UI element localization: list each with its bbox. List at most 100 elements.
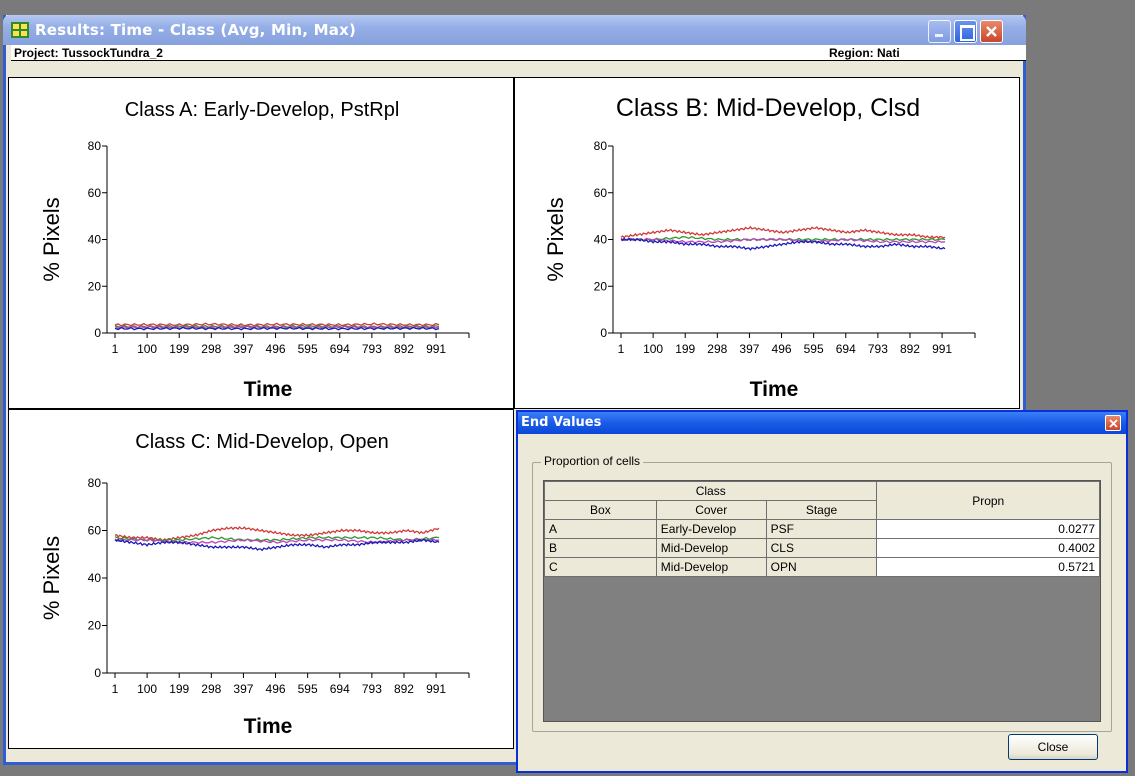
x-tick-label: 694 (330, 342, 350, 356)
x-tick-label: 298 (201, 682, 221, 696)
x-tick-label: 793 (362, 682, 382, 696)
header-class: Class (543, 481, 878, 501)
table-row[interactable]: A Early-Develop PSF 0.0277 (544, 519, 1100, 539)
x-tick-label: 100 (137, 342, 157, 356)
y-tick-label: 40 (594, 233, 608, 247)
end-values-table: Class Propn Box Cover Stage A Early-Deve… (543, 481, 1100, 577)
x-tick-label: 991 (426, 342, 446, 356)
y-axis-label: % Pixels (39, 536, 64, 620)
y-tick-label: 20 (88, 279, 102, 293)
x-tick-label: 1 (112, 682, 119, 696)
y-tick-label: 20 (88, 619, 102, 633)
x-tick-label: 694 (330, 682, 350, 696)
x-tick-label: 595 (804, 342, 824, 356)
y-axis-label: % Pixels (39, 197, 64, 281)
chart-svg: Class B: Mid-Develop, Clsd 0 20 40 60 80 1 100 1… (543, 94, 976, 401)
cell-propn[interactable]: 0.4002 (876, 538, 1100, 558)
x-tick-label: 397 (233, 342, 253, 356)
table-header-row: Class Propn (543, 481, 1100, 520)
x-tick-label: 595 (298, 682, 318, 696)
project-label: Project: TussockTundra_2 (14, 46, 163, 60)
table-row[interactable]: B Mid-Develop CLS 0.4002 (544, 538, 1100, 558)
x-tick-label: 991 (932, 342, 952, 356)
x-tick-label: 397 (739, 342, 759, 356)
table-row[interactable]: C Mid-Develop OPN 0.5721 (544, 557, 1100, 577)
x-tick-label: 298 (707, 342, 727, 356)
maximize-button[interactable] (954, 20, 977, 43)
x-tick-label: 892 (394, 342, 414, 356)
y-tick-label: 80 (88, 139, 102, 153)
x-tick-label: 298 (201, 342, 221, 356)
chart-panel-class-a: Class A: Early-Develop, PstRpl 0 20 40 60 80 1… (8, 77, 514, 409)
y-tick-label: 60 (88, 524, 102, 538)
series-line (114, 526, 440, 542)
x-tick-label: 694 (836, 342, 856, 356)
x-tick-label: 892 (394, 682, 414, 696)
header-stage[interactable]: Stage (765, 500, 878, 520)
cell-cover: Early-Develop (655, 519, 767, 539)
x-axis-label: Time (750, 378, 799, 401)
series-line (114, 324, 440, 329)
x-axis-label: Time (244, 715, 293, 738)
end-values-grid[interactable]: Class Propn Box Cover Stage A Early-Deve… (543, 480, 1101, 722)
cell-propn[interactable]: 0.0277 (876, 519, 1100, 539)
cell-cover: Mid-Develop (655, 557, 767, 577)
chart-title: Class C: Mid-Develop, Open (135, 431, 388, 453)
chart-title: Class B: Mid-Develop, Clsd (616, 94, 920, 122)
close-icon (986, 26, 997, 37)
cell-cover: Mid-Develop (655, 538, 767, 558)
series-line (620, 237, 946, 251)
header-cover[interactable]: Cover (655, 500, 767, 520)
cell-stage: PSF (765, 519, 878, 539)
close-icon (1109, 419, 1118, 428)
y-tick-label: 20 (594, 279, 608, 293)
series-line (620, 237, 946, 244)
x-tick-label: 199 (169, 682, 189, 696)
end-values-dialog: End Values Proportion of cells Class Pro… (516, 410, 1128, 773)
y-tick-label: 60 (88, 186, 102, 200)
chart-svg: Class C: Mid-Develop, Open 0 20 40 60 80 1 100 1… (39, 431, 470, 738)
chart-panel-class-b: Class B: Mid-Develop, Clsd 0 20 40 60 80 1 100 1… (514, 77, 1020, 409)
proportion-group: Proportion of cells Class Propn Box Cove… (532, 454, 1112, 732)
y-axis-label: % Pixels (543, 197, 568, 281)
x-tick-label: 100 (643, 342, 663, 356)
x-tick-label: 496 (772, 342, 792, 356)
y-tick-label: 0 (94, 326, 101, 340)
x-tick-label: 199 (169, 342, 189, 356)
chart-svg: Class A: Early-Develop, PstRpl 0 20 40 60 80 1… (39, 99, 470, 401)
x-tick-label: 496 (266, 682, 286, 696)
series-line (114, 535, 440, 542)
dialog-close-button[interactable] (1105, 415, 1121, 431)
table-subheader-row: Box Cover Stage (544, 500, 1100, 520)
y-tick-label: 80 (88, 476, 102, 490)
y-tick-label: 0 (600, 326, 607, 340)
y-tick-label: 40 (88, 571, 102, 585)
dialog-title-bar[interactable]: End Values (518, 412, 1126, 434)
x-tick-label: 199 (675, 342, 695, 356)
cell-box: A (544, 519, 657, 539)
title-bar[interactable]: Results: Time - Class (Avg, Min, Max) (3, 15, 1026, 45)
x-tick-label: 1 (618, 342, 625, 356)
cell-stage: OPN (765, 557, 878, 577)
close-window-button[interactable] (980, 20, 1003, 43)
x-tick-label: 397 (233, 682, 253, 696)
x-tick-label: 100 (137, 682, 157, 696)
y-tick-label: 80 (594, 139, 608, 153)
header-box[interactable]: Box (544, 500, 657, 520)
window-title: Results: Time - Class (Avg, Min, Max) (35, 21, 357, 39)
header-propn[interactable]: Propn (876, 481, 1100, 520)
cell-box: B (544, 538, 657, 558)
y-tick-label: 0 (94, 666, 101, 680)
dialog-title: End Values (521, 415, 602, 430)
x-tick-label: 793 (362, 342, 382, 356)
series-line (114, 326, 440, 331)
series-line (620, 225, 946, 240)
chart-title: Class A: Early-Develop, PstRpl (125, 99, 400, 121)
minimize-button[interactable] (928, 20, 951, 43)
close-button[interactable]: Close (1008, 734, 1098, 760)
cell-propn[interactable]: 0.5721 (876, 557, 1100, 577)
chart-panel-class-c: Class C: Mid-Develop, Open 0 20 40 60 80 1 100 1… (8, 409, 514, 749)
x-tick-label: 1 (112, 342, 119, 356)
cell-stage: CLS (765, 538, 878, 558)
x-tick-label: 793 (868, 342, 888, 356)
